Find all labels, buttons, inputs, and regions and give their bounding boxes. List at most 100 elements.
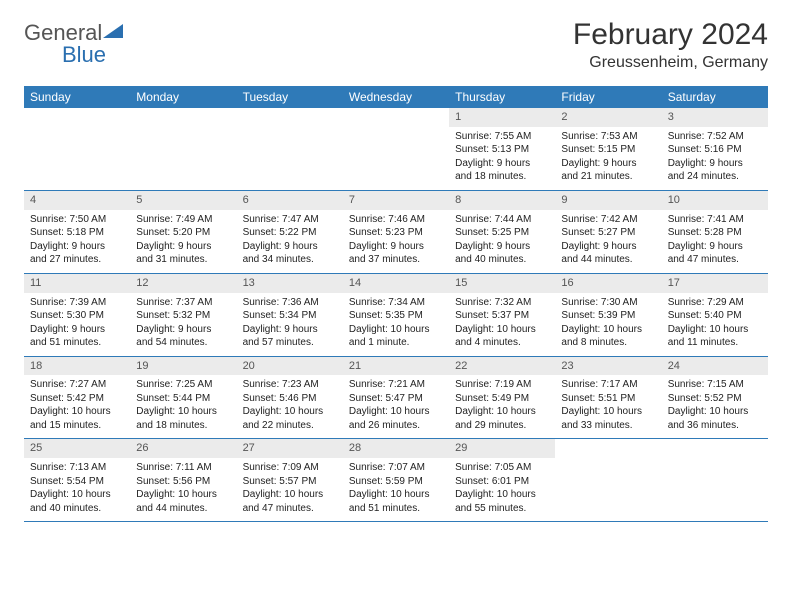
logo-text-blue: Blue bbox=[62, 42, 106, 67]
daylight-text-2: and 57 minutes. bbox=[243, 336, 337, 350]
day-number: 19 bbox=[130, 357, 236, 376]
day-cell-29: 29Sunrise: 7:05 AMSunset: 6:01 PMDayligh… bbox=[449, 439, 555, 521]
day-content: Sunrise: 7:47 AMSunset: 5:22 PMDaylight:… bbox=[237, 210, 343, 273]
sunset-text: Sunset: 5:42 PM bbox=[30, 392, 124, 406]
day-cell-22: 22Sunrise: 7:19 AMSunset: 5:49 PMDayligh… bbox=[449, 357, 555, 439]
daylight-text-1: Daylight: 10 hours bbox=[30, 405, 124, 419]
sunrise-text: Sunrise: 7:21 AM bbox=[349, 378, 443, 392]
day-content: Sunrise: 7:50 AMSunset: 5:18 PMDaylight:… bbox=[24, 210, 130, 273]
location: Greussenheim, Germany bbox=[573, 54, 768, 72]
sunrise-text: Sunrise: 7:41 AM bbox=[668, 213, 762, 227]
sunrise-text: Sunrise: 7:44 AM bbox=[455, 213, 549, 227]
daylight-text-1: Daylight: 9 hours bbox=[455, 240, 549, 254]
sunset-text: Sunset: 5:57 PM bbox=[243, 475, 337, 489]
day-content: Sunrise: 7:55 AMSunset: 5:13 PMDaylight:… bbox=[449, 127, 555, 190]
sunrise-text: Sunrise: 7:52 AM bbox=[668, 130, 762, 144]
daylight-text-2: and 15 minutes. bbox=[30, 419, 124, 433]
day-cell-14: 14Sunrise: 7:34 AMSunset: 5:35 PMDayligh… bbox=[343, 274, 449, 356]
sunset-text: Sunset: 5:16 PM bbox=[668, 143, 762, 157]
sunset-text: Sunset: 5:32 PM bbox=[136, 309, 230, 323]
day-cell-17: 17Sunrise: 7:29 AMSunset: 5:40 PMDayligh… bbox=[662, 274, 768, 356]
daylight-text-1: Daylight: 9 hours bbox=[561, 157, 655, 171]
sunset-text: Sunset: 5:49 PM bbox=[455, 392, 549, 406]
day-cell-7: 7Sunrise: 7:46 AMSunset: 5:23 PMDaylight… bbox=[343, 191, 449, 273]
sunrise-text: Sunrise: 7:25 AM bbox=[136, 378, 230, 392]
daylight-text-1: Daylight: 9 hours bbox=[561, 240, 655, 254]
sunset-text: Sunset: 5:44 PM bbox=[136, 392, 230, 406]
week-row: 4Sunrise: 7:50 AMSunset: 5:18 PMDaylight… bbox=[24, 191, 768, 274]
day-number: 16 bbox=[555, 274, 661, 293]
day-number: 22 bbox=[449, 357, 555, 376]
sunrise-text: Sunrise: 7:55 AM bbox=[455, 130, 549, 144]
daylight-text-2: and 27 minutes. bbox=[30, 253, 124, 267]
sunrise-text: Sunrise: 7:46 AM bbox=[349, 213, 443, 227]
sunrise-text: Sunrise: 7:39 AM bbox=[30, 296, 124, 310]
title-block: February 2024 Greussenheim, Germany bbox=[573, 18, 768, 72]
day-number: 27 bbox=[237, 439, 343, 458]
sunset-text: Sunset: 5:51 PM bbox=[561, 392, 655, 406]
month-title: February 2024 bbox=[573, 18, 768, 52]
daylight-text-2: and 26 minutes. bbox=[349, 419, 443, 433]
daylight-text-2: and 37 minutes. bbox=[349, 253, 443, 267]
sunrise-text: Sunrise: 7:23 AM bbox=[243, 378, 337, 392]
daylight-text-2: and 18 minutes. bbox=[455, 170, 549, 184]
day-cell-13: 13Sunrise: 7:36 AMSunset: 5:34 PMDayligh… bbox=[237, 274, 343, 356]
week-row: 18Sunrise: 7:27 AMSunset: 5:42 PMDayligh… bbox=[24, 357, 768, 440]
day-number: 20 bbox=[237, 357, 343, 376]
empty-day-cell bbox=[343, 108, 449, 190]
sunrise-text: Sunrise: 7:50 AM bbox=[30, 213, 124, 227]
day-content: Sunrise: 7:42 AMSunset: 5:27 PMDaylight:… bbox=[555, 210, 661, 273]
daylight-text-2: and 51 minutes. bbox=[30, 336, 124, 350]
sunset-text: Sunset: 5:54 PM bbox=[30, 475, 124, 489]
day-header-wednesday: Wednesday bbox=[343, 86, 449, 108]
sunset-text: Sunset: 5:35 PM bbox=[349, 309, 443, 323]
daylight-text-1: Daylight: 9 hours bbox=[30, 240, 124, 254]
sunrise-text: Sunrise: 7:30 AM bbox=[561, 296, 655, 310]
day-cell-2: 2Sunrise: 7:53 AMSunset: 5:15 PMDaylight… bbox=[555, 108, 661, 190]
day-number: 1 bbox=[449, 108, 555, 127]
day-cell-10: 10Sunrise: 7:41 AMSunset: 5:28 PMDayligh… bbox=[662, 191, 768, 273]
daylight-text-1: Daylight: 10 hours bbox=[349, 405, 443, 419]
sunset-text: Sunset: 5:40 PM bbox=[668, 309, 762, 323]
daylight-text-2: and 1 minute. bbox=[349, 336, 443, 350]
daylight-text-2: and 51 minutes. bbox=[349, 502, 443, 516]
empty-day-cell bbox=[662, 439, 768, 521]
day-cell-1: 1Sunrise: 7:55 AMSunset: 5:13 PMDaylight… bbox=[449, 108, 555, 190]
day-cell-4: 4Sunrise: 7:50 AMSunset: 5:18 PMDaylight… bbox=[24, 191, 130, 273]
day-number: 8 bbox=[449, 191, 555, 210]
day-content: Sunrise: 7:21 AMSunset: 5:47 PMDaylight:… bbox=[343, 375, 449, 438]
day-content: Sunrise: 7:05 AMSunset: 6:01 PMDaylight:… bbox=[449, 458, 555, 521]
sunrise-text: Sunrise: 7:47 AM bbox=[243, 213, 337, 227]
calendar-grid: SundayMondayTuesdayWednesdayThursdayFrid… bbox=[24, 86, 768, 522]
sunrise-text: Sunrise: 7:05 AM bbox=[455, 461, 549, 475]
day-content: Sunrise: 7:23 AMSunset: 5:46 PMDaylight:… bbox=[237, 375, 343, 438]
day-content: Sunrise: 7:30 AMSunset: 5:39 PMDaylight:… bbox=[555, 293, 661, 356]
day-number: 18 bbox=[24, 357, 130, 376]
day-cell-3: 3Sunrise: 7:52 AMSunset: 5:16 PMDaylight… bbox=[662, 108, 768, 190]
daylight-text-2: and 33 minutes. bbox=[561, 419, 655, 433]
daylight-text-2: and 44 minutes. bbox=[136, 502, 230, 516]
day-number: 10 bbox=[662, 191, 768, 210]
day-cell-6: 6Sunrise: 7:47 AMSunset: 5:22 PMDaylight… bbox=[237, 191, 343, 273]
day-number: 15 bbox=[449, 274, 555, 293]
daylight-text-1: Daylight: 9 hours bbox=[668, 240, 762, 254]
daylight-text-1: Daylight: 10 hours bbox=[455, 488, 549, 502]
daylight-text-2: and 47 minutes. bbox=[243, 502, 337, 516]
day-content: Sunrise: 7:41 AMSunset: 5:28 PMDaylight:… bbox=[662, 210, 768, 273]
sunrise-text: Sunrise: 7:29 AM bbox=[668, 296, 762, 310]
sunrise-text: Sunrise: 7:42 AM bbox=[561, 213, 655, 227]
day-number: 12 bbox=[130, 274, 236, 293]
daylight-text-1: Daylight: 9 hours bbox=[136, 240, 230, 254]
sunrise-text: Sunrise: 7:09 AM bbox=[243, 461, 337, 475]
daylight-text-1: Daylight: 9 hours bbox=[243, 240, 337, 254]
day-number: 11 bbox=[24, 274, 130, 293]
daylight-text-1: Daylight: 10 hours bbox=[243, 405, 337, 419]
daylight-text-2: and 36 minutes. bbox=[668, 419, 762, 433]
day-content: Sunrise: 7:19 AMSunset: 5:49 PMDaylight:… bbox=[449, 375, 555, 438]
day-content: Sunrise: 7:13 AMSunset: 5:54 PMDaylight:… bbox=[24, 458, 130, 521]
day-number: 23 bbox=[555, 357, 661, 376]
sunset-text: Sunset: 5:27 PM bbox=[561, 226, 655, 240]
day-number: 4 bbox=[24, 191, 130, 210]
sunset-text: Sunset: 5:59 PM bbox=[349, 475, 443, 489]
daylight-text-2: and 21 minutes. bbox=[561, 170, 655, 184]
